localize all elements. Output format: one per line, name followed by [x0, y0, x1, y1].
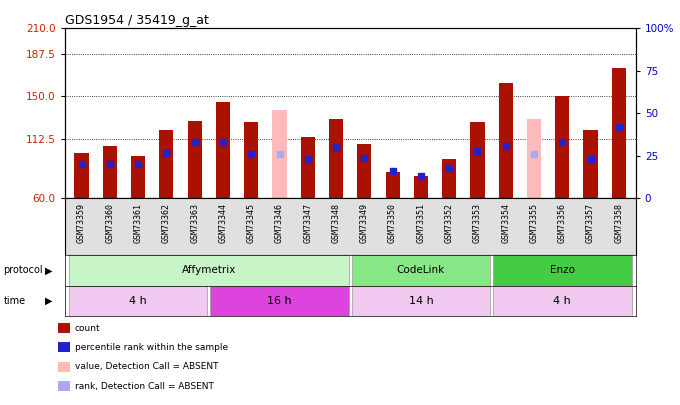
Text: count: count [75, 324, 101, 333]
Text: ▶: ▶ [45, 296, 53, 306]
Bar [210, 286, 349, 316]
Bar [471, 122, 485, 198]
Text: GSM73351: GSM73351 [416, 203, 426, 243]
Text: GSM73362: GSM73362 [162, 203, 171, 243]
Bar [357, 144, 371, 198]
Text: GSM73346: GSM73346 [275, 203, 284, 243]
Text: 14 h: 14 h [409, 296, 433, 306]
Bar [159, 130, 173, 198]
Bar [493, 255, 632, 286]
Text: rank, Detection Call = ABSENT: rank, Detection Call = ABSENT [75, 382, 214, 391]
Text: GSM73359: GSM73359 [77, 203, 86, 243]
Text: GSM73354: GSM73354 [501, 203, 510, 243]
Bar [103, 146, 117, 198]
Text: 4 h: 4 h [129, 296, 147, 306]
Text: time: time [3, 296, 26, 306]
Bar [273, 110, 286, 198]
Bar [69, 255, 349, 286]
Text: GSM73349: GSM73349 [360, 203, 369, 243]
Text: CodeLink: CodeLink [396, 265, 445, 275]
Text: percentile rank within the sample: percentile rank within the sample [75, 343, 228, 352]
Text: GSM73363: GSM73363 [190, 203, 199, 243]
Text: GSM73361: GSM73361 [134, 203, 143, 243]
Text: GSM73347: GSM73347 [303, 203, 312, 243]
Text: GSM73355: GSM73355 [530, 203, 539, 243]
Bar [414, 176, 428, 198]
Bar [493, 286, 632, 316]
Text: GSM73345: GSM73345 [247, 203, 256, 243]
Bar [583, 130, 598, 198]
Bar [75, 153, 88, 198]
Bar [555, 96, 569, 198]
Text: GSM73358: GSM73358 [614, 203, 624, 243]
Text: Enzo: Enzo [549, 265, 575, 275]
Text: 16 h: 16 h [267, 296, 292, 306]
Bar [352, 286, 490, 316]
Bar [301, 137, 315, 198]
Text: ▶: ▶ [45, 265, 53, 275]
Text: GSM73357: GSM73357 [586, 203, 595, 243]
Text: GSM73356: GSM73356 [558, 203, 566, 243]
Text: value, Detection Call = ABSENT: value, Detection Call = ABSENT [75, 362, 218, 371]
Text: GSM73360: GSM73360 [105, 203, 114, 243]
Bar [131, 156, 146, 198]
Text: GDS1954 / 35419_g_at: GDS1954 / 35419_g_at [65, 14, 209, 27]
Text: Affymetrix: Affymetrix [182, 265, 236, 275]
Bar [498, 83, 513, 198]
Text: GSM73350: GSM73350 [388, 203, 397, 243]
Bar [442, 159, 456, 198]
Bar [612, 68, 626, 198]
Bar [216, 102, 230, 198]
Bar [188, 122, 202, 198]
Bar [69, 286, 207, 316]
Text: GSM73344: GSM73344 [218, 203, 227, 243]
Bar [352, 255, 490, 286]
Text: 4 h: 4 h [554, 296, 571, 306]
Bar [244, 122, 258, 198]
Text: GSM73353: GSM73353 [473, 203, 482, 243]
Bar [527, 119, 541, 198]
Text: GSM73352: GSM73352 [445, 203, 454, 243]
Bar [386, 173, 400, 198]
Text: GSM73348: GSM73348 [332, 203, 341, 243]
Bar [329, 119, 343, 198]
Text: protocol: protocol [3, 265, 43, 275]
